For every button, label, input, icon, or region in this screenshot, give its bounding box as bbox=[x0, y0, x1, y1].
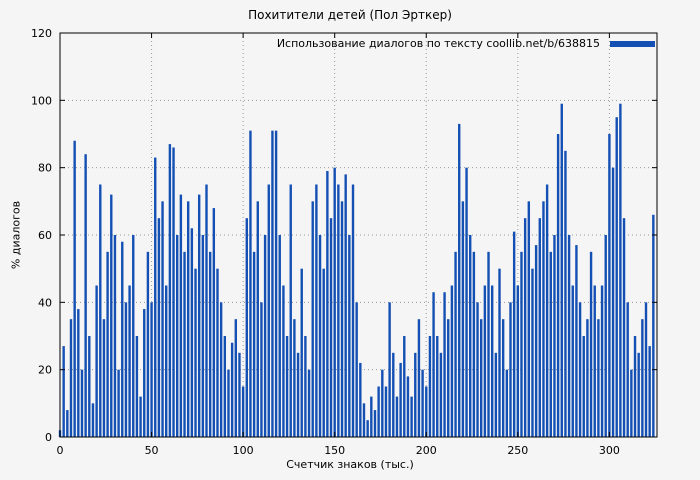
svg-text:60: 60 bbox=[38, 229, 52, 242]
svg-text:20: 20 bbox=[38, 364, 52, 377]
svg-text:250: 250 bbox=[507, 444, 528, 457]
series-bars bbox=[58, 103, 655, 438]
legend-label: Использование диалогов по тексту coollib… bbox=[276, 37, 600, 50]
svg-text:100: 100 bbox=[233, 444, 254, 457]
legend: Использование диалогов по тексту coollib… bbox=[277, 37, 655, 50]
svg-text:150: 150 bbox=[324, 444, 345, 457]
grid-lines bbox=[60, 32, 657, 437]
svg-text:80: 80 bbox=[38, 162, 52, 175]
legend-swatch bbox=[610, 40, 655, 47]
chart-title: Похитители детей (Пол Эрткер) bbox=[248, 8, 452, 22]
svg-text:50: 50 bbox=[145, 444, 159, 457]
svg-text:120: 120 bbox=[31, 27, 52, 40]
x-axis-label: Счетчик знаков (тыс.) bbox=[286, 458, 414, 471]
svg-text:40: 40 bbox=[38, 296, 52, 309]
svg-text:100: 100 bbox=[31, 94, 52, 107]
svg-text:0: 0 bbox=[45, 431, 52, 444]
axis-ticks bbox=[59, 32, 657, 438]
svg-text:0: 0 bbox=[57, 444, 64, 457]
plot-border bbox=[59, 32, 658, 438]
svg-text:200: 200 bbox=[416, 444, 437, 457]
tick-labels: 0 50 100 150 200 250 300 0 20 40 60 80 100 120 bbox=[31, 27, 620, 457]
svg-text:300: 300 bbox=[599, 444, 620, 457]
